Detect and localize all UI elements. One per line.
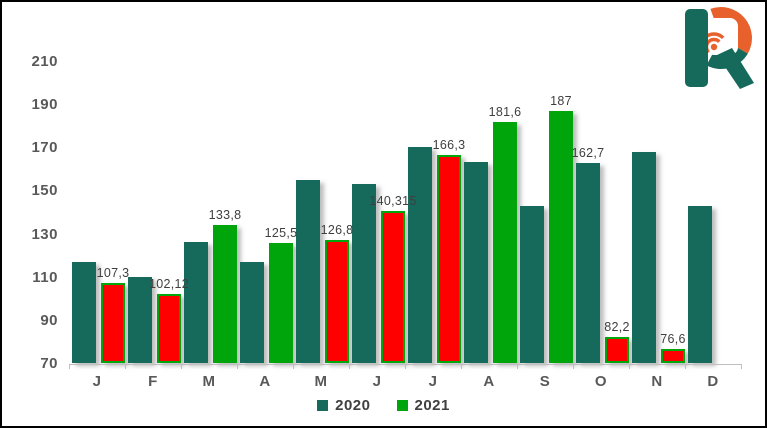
bar-2020-A bbox=[240, 261, 264, 363]
bar-2021-M bbox=[325, 240, 349, 363]
legend-item-2020: 2020 bbox=[317, 397, 370, 414]
bar-data-label: 107,3 bbox=[96, 265, 130, 280]
x-tick-label-5: J bbox=[372, 373, 382, 390]
bar-2020-F bbox=[128, 276, 152, 363]
x-tick-label-6: J bbox=[428, 373, 438, 390]
bar-data-label: 133,8 bbox=[208, 208, 242, 223]
x-tick-mark bbox=[349, 364, 350, 369]
x-tick-mark bbox=[517, 364, 518, 369]
bar-2020-D bbox=[688, 205, 712, 363]
x-tick-label-4: M bbox=[314, 373, 328, 390]
x-tick-label-7: A bbox=[483, 373, 495, 390]
x-tick-label-8: S bbox=[539, 373, 551, 390]
x-tick-mark bbox=[685, 364, 686, 369]
bar-2020-O bbox=[576, 163, 600, 363]
x-tick-label-2: M bbox=[202, 373, 216, 390]
logo-leg bbox=[717, 48, 754, 89]
x-tick-label-0: J bbox=[92, 373, 102, 390]
x-tick-mark bbox=[69, 364, 70, 369]
bar-data-label: 166,3 bbox=[432, 138, 466, 153]
bar-2020-S bbox=[520, 205, 544, 363]
bar-2021-M bbox=[213, 225, 237, 363]
bar-data-label: 76,6 bbox=[660, 331, 686, 346]
bar-2021-A bbox=[269, 243, 293, 363]
bar-2020-N bbox=[632, 151, 656, 363]
x-tick-mark bbox=[405, 364, 406, 369]
bar-2020-J bbox=[352, 183, 376, 363]
x-tick-mark bbox=[125, 364, 126, 369]
legend-swatch bbox=[396, 399, 408, 411]
bar-2020-J bbox=[408, 147, 432, 363]
bar-2021-A bbox=[493, 122, 517, 363]
bar-2021-J bbox=[381, 211, 405, 363]
x-tick-label-1: F bbox=[148, 373, 158, 390]
x-tick-mark bbox=[629, 364, 630, 369]
legend: 2020 2021 bbox=[2, 394, 765, 416]
logo-stem bbox=[685, 9, 708, 87]
bar-data-label: 102,12 bbox=[148, 276, 190, 291]
y-tick-label: 130 bbox=[31, 225, 58, 243]
bar-2020-M bbox=[184, 242, 208, 363]
x-tick-mark bbox=[741, 364, 742, 369]
y-tick-label: 210 bbox=[31, 53, 58, 70]
radio-r-logo bbox=[685, 7, 754, 89]
x-tick-label-11: D bbox=[707, 373, 719, 390]
bar-2020-A bbox=[464, 162, 488, 363]
bar-2021-N bbox=[661, 348, 685, 363]
bar-2021-O bbox=[605, 336, 629, 363]
x-tick-label-10: N bbox=[651, 373, 663, 390]
bar-data-label: 126,8 bbox=[320, 223, 354, 238]
bar-data-label: 82,2 bbox=[604, 319, 630, 334]
legend-label: 2021 bbox=[414, 396, 450, 414]
bar-2020-J bbox=[72, 261, 96, 363]
x-tick-mark bbox=[237, 364, 238, 369]
bar-2020-M bbox=[296, 179, 320, 363]
x-tick-mark bbox=[181, 364, 182, 369]
bar-data-label: 187 bbox=[550, 93, 572, 108]
y-tick-label: 70 bbox=[40, 355, 58, 372]
bar-data-label: 125,5 bbox=[264, 226, 298, 241]
bar-2021-J bbox=[101, 282, 125, 363]
y-tick-label: 170 bbox=[31, 139, 58, 157]
x-tick-label-9: O bbox=[594, 373, 608, 390]
x-tick-mark bbox=[573, 364, 574, 369]
y-tick-label: 90 bbox=[40, 311, 58, 329]
x-tick-label-3: A bbox=[259, 373, 271, 390]
x-tick-mark bbox=[461, 364, 462, 369]
bar-data-label: 140,315 bbox=[369, 194, 417, 209]
bar-2021-S bbox=[549, 110, 573, 363]
y-tick-label: 110 bbox=[32, 268, 58, 286]
y-tick-label: 190 bbox=[31, 96, 58, 114]
y-tick-label: 150 bbox=[31, 182, 58, 200]
bar-2021-F bbox=[157, 293, 181, 363]
x-tick-mark bbox=[293, 364, 294, 369]
bar-data-label: 181,6 bbox=[488, 105, 522, 120]
legend-item-2021: 2021 bbox=[396, 396, 450, 414]
legend-swatch bbox=[317, 399, 329, 411]
bar-2021-J bbox=[437, 155, 461, 363]
bar-data-label: 162,7 bbox=[571, 146, 605, 161]
legend-label: 2020 bbox=[335, 396, 371, 414]
